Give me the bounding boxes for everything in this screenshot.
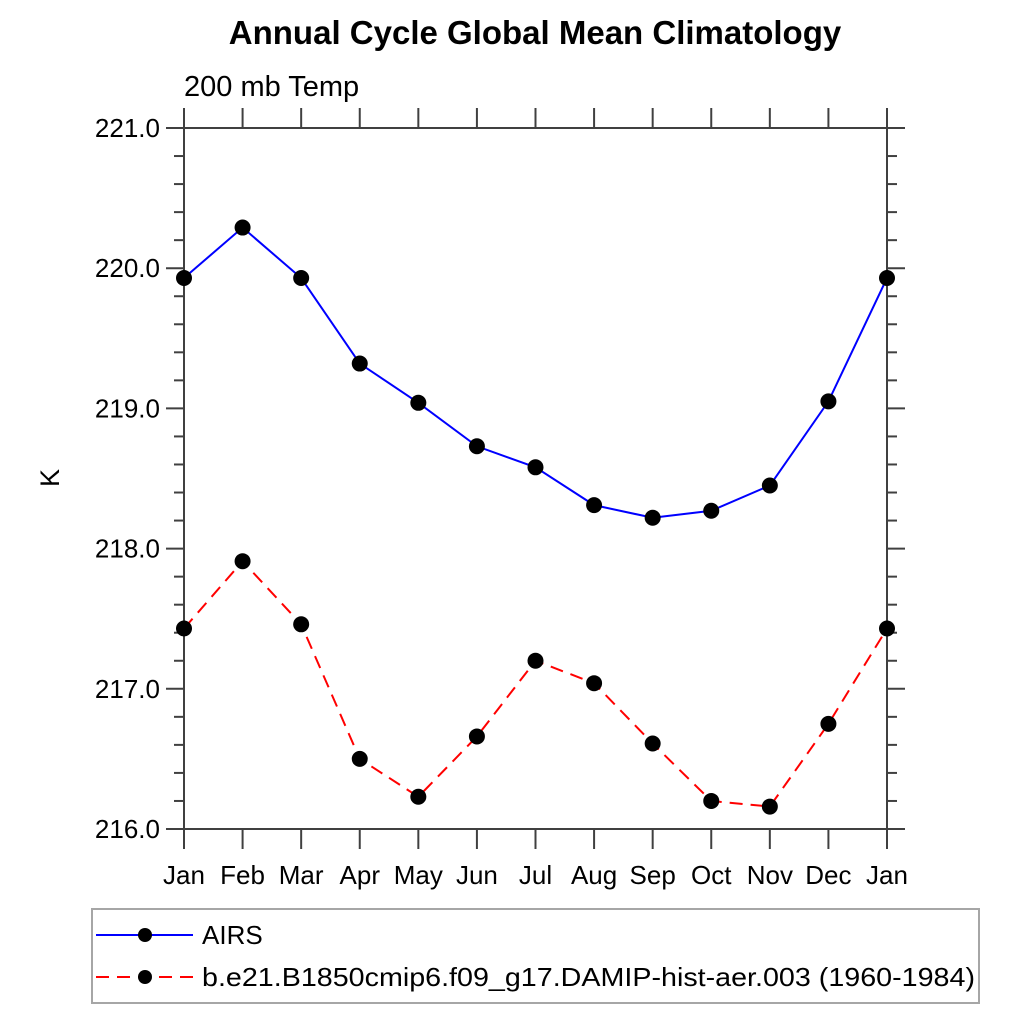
data-point-marker <box>879 270 895 287</box>
x-tick-label: Jan <box>866 860 908 890</box>
y-tick-label: 220.0 <box>95 253 160 283</box>
data-point-marker <box>410 788 427 805</box>
y-tick-label: 221.0 <box>95 113 160 143</box>
data-point-marker <box>644 735 661 752</box>
y-tick-labels: 216.0 217.0 218.0 219.0 220.0 221.0 <box>95 113 160 844</box>
legend-sample-marker <box>138 928 152 942</box>
y-tick-label: 216.0 <box>95 814 160 844</box>
x-tick-label: Jan <box>163 860 205 890</box>
legend-sample-marker <box>138 970 152 984</box>
data-point-marker <box>468 438 485 455</box>
data-point-marker <box>703 502 720 519</box>
data-point-marker <box>234 553 251 570</box>
x-tick-label: Dec <box>805 860 851 890</box>
data-point-marker <box>527 652 544 669</box>
axes-and-ticks <box>166 108 905 849</box>
data-point-marker <box>351 355 368 372</box>
y-tick-label: 219.0 <box>95 393 160 423</box>
x-tick-label: Nov <box>747 860 793 890</box>
chart-subtitle: 200 mb Temp <box>184 71 359 103</box>
data-point-marker <box>527 459 544 476</box>
data-point-marker <box>176 620 192 637</box>
data-point-marker <box>293 616 310 633</box>
legend-frame <box>91 908 980 1004</box>
data-point-marker <box>410 394 427 411</box>
x-tick-label: Feb <box>220 860 265 890</box>
data-point-marker <box>703 792 720 809</box>
legend-entry-label: AIRS <box>202 920 263 950</box>
plot-frame <box>183 127 888 830</box>
data-point-marker <box>293 270 310 287</box>
x-tick-labels: Jan Feb Mar Apr May Jun Jul Aug Sep Oct Nov Dec Jan <box>163 860 908 890</box>
data-series <box>176 219 895 815</box>
x-tick-label: May <box>394 860 443 890</box>
x-tick-label: Jun <box>456 860 498 890</box>
data-point-marker <box>468 728 485 745</box>
data-point-marker <box>820 715 837 732</box>
data-point-marker <box>644 509 661 526</box>
x-tick-label: Mar <box>279 860 324 890</box>
data-point-marker <box>586 675 603 692</box>
y-tick-label: 217.0 <box>95 674 160 704</box>
x-tick-label: Aug <box>571 860 617 890</box>
x-tick-label: Apr <box>340 860 381 890</box>
data-point-marker <box>586 497 603 514</box>
legend-entry-label: b.e21.B1850cmip6.f09_g17.DAMIP-hist-aer.… <box>202 962 975 992</box>
x-tick-label: Oct <box>691 860 732 890</box>
data-point-marker <box>761 477 778 494</box>
data-point-marker <box>820 393 837 410</box>
data-point-marker <box>761 798 778 815</box>
y-axis-unit-label: K <box>35 469 65 487</box>
chart-title: Annual Cycle Global Mean Climatology <box>229 14 842 51</box>
x-tick-label: Sep <box>630 860 676 890</box>
data-point-marker <box>176 270 192 287</box>
series-line-model <box>183 559 888 808</box>
y-tick-label: 218.0 <box>95 534 160 564</box>
data-point-marker <box>234 219 251 236</box>
data-point-marker <box>879 620 895 637</box>
data-point-marker <box>351 750 368 767</box>
legend-box: AIRS b.e21.B1850cmip6.f09_g17.DAMIP-hist-… <box>91 908 980 1004</box>
x-tick-label: Jul <box>519 860 552 890</box>
